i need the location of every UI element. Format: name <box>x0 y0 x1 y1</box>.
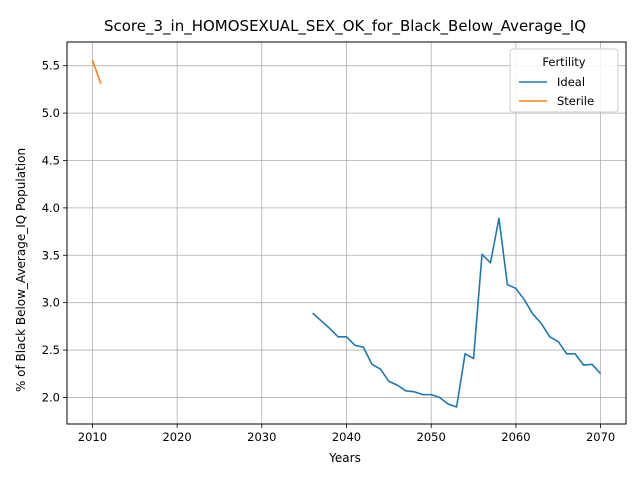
x-axis-label: Years <box>328 451 361 465</box>
y-axis-label: % of Black Below_Average_IQ Population <box>14 148 28 392</box>
x-tick-label: 2030 <box>247 430 276 444</box>
y-tick-label: 5.5 <box>42 59 60 73</box>
x-tick-label: 2060 <box>501 430 530 444</box>
series-line-sterile <box>91 59 102 84</box>
x-tick-label: 2050 <box>417 430 446 444</box>
grid-lines <box>67 42 626 424</box>
series-line-ideal <box>312 217 602 408</box>
y-tick-label: 5.0 <box>42 106 60 120</box>
y-tick-label: 3.5 <box>42 248 60 262</box>
x-tick-label: 2070 <box>586 430 615 444</box>
series-lines <box>91 59 602 408</box>
legend-title: Fertility <box>542 55 585 69</box>
x-tick-label: 2020 <box>162 430 191 444</box>
y-tick-label: 4.5 <box>42 153 60 167</box>
y-tick-label: 3.0 <box>42 296 60 310</box>
legend-label-sterile: Sterile <box>557 94 594 108</box>
chart-title: Score_3_in_HOMOSEXUAL_SEX_OK_for_Black_B… <box>104 17 586 36</box>
legend-box <box>509 48 619 113</box>
x-axis-ticks: 2010 2020 2030 2040 2050 2060 2070 <box>78 424 615 444</box>
y-tick-label: 2.0 <box>42 390 60 404</box>
y-tick-label: 2.5 <box>42 343 60 357</box>
y-tick-label: 4.0 <box>42 201 60 215</box>
y-axis-ticks: 2.0 2.5 3.0 3.5 4.0 4.5 5.0 5.5 <box>42 59 67 404</box>
legend-label-ideal: Ideal <box>557 75 585 89</box>
legend: Fertility Ideal Sterile <box>509 48 619 113</box>
x-tick-label: 2010 <box>78 430 107 444</box>
x-tick-label: 2040 <box>332 430 361 444</box>
